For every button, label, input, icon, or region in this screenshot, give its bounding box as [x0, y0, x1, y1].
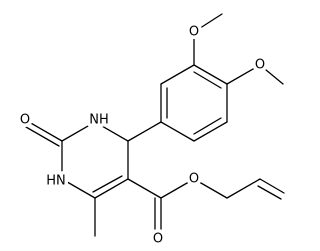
bond	[61, 121, 96, 142]
bond	[193, 64, 228, 85]
bond	[61, 178, 96, 199]
bonds	[25, 13, 285, 237]
atom-label: O	[189, 172, 199, 187]
bond	[94, 121, 129, 142]
atom-labels: O O NH O HN O O	[16, 21, 268, 250]
bond	[193, 13, 223, 33]
bond	[259, 64, 284, 85]
molecule-diagram: O O NH O HN O O	[16, 13, 285, 250]
atom-label: NH	[89, 113, 109, 128]
bond	[160, 121, 195, 142]
atom-label: O	[255, 58, 265, 73]
bond	[160, 178, 195, 199]
bond	[127, 121, 162, 142]
bond	[94, 178, 129, 199]
bond	[28, 121, 63, 142]
atom-label: O	[20, 113, 30, 128]
bond	[259, 178, 285, 194]
bond	[127, 178, 162, 199]
bond	[193, 178, 228, 199]
bond	[193, 71, 222, 89]
atom-label: HN	[46, 174, 66, 189]
bond	[25, 126, 60, 147]
bond	[160, 64, 195, 85]
bond	[226, 64, 261, 85]
bond	[257, 185, 282, 200]
bond	[92, 175, 123, 193]
bond	[226, 178, 261, 199]
bond	[193, 121, 228, 142]
bond	[193, 117, 222, 135]
atom-label: O	[189, 25, 199, 40]
atom-label: O	[153, 232, 163, 247]
